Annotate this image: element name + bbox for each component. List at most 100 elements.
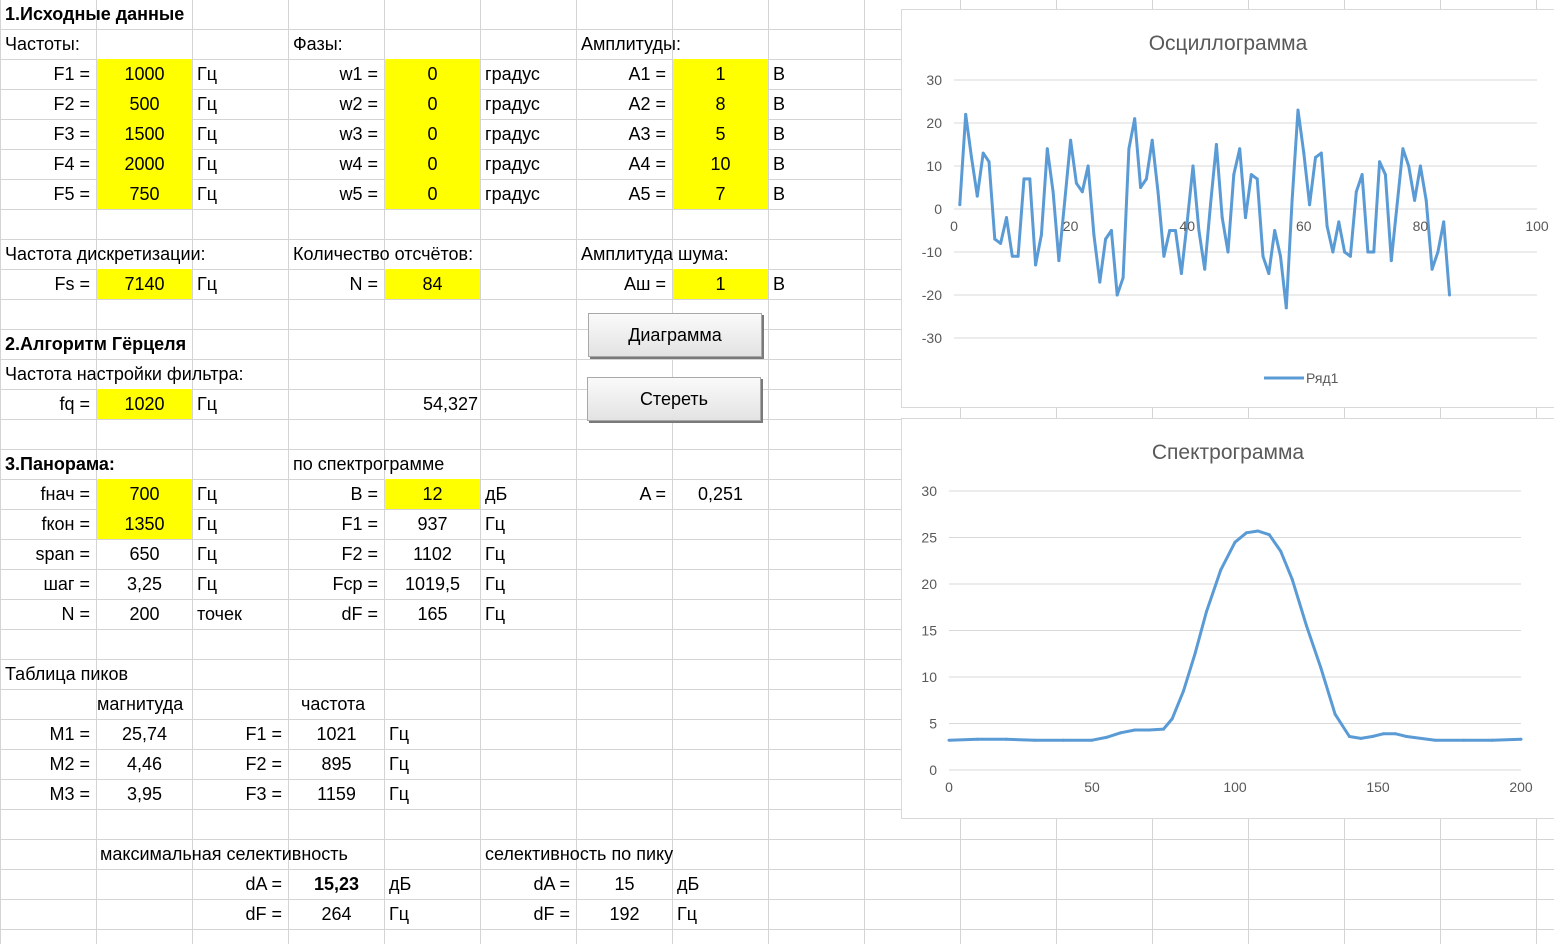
- freq-unit: Гц: [197, 154, 218, 174]
- amplitude-unit: В: [773, 184, 786, 204]
- phase-cell[interactable]: 0: [427, 124, 438, 144]
- peak-da-value: 15: [614, 874, 635, 894]
- data-point: [1033, 738, 1037, 742]
- phase-unit: градус: [485, 94, 540, 114]
- data-point: [1220, 216, 1224, 220]
- legend-label: Ряд1: [1306, 370, 1339, 386]
- fend-unit: Гц: [197, 514, 218, 534]
- data-point: [958, 203, 962, 207]
- data-point: [1366, 250, 1370, 254]
- fq-unit: Гц: [197, 394, 218, 414]
- data-point: [1090, 738, 1094, 742]
- fstart-unit: Гц: [197, 484, 218, 504]
- freq-unit: Гц: [197, 184, 218, 204]
- data-point: [1191, 164, 1195, 168]
- freq-cell[interactable]: 750: [129, 184, 160, 204]
- erase-button[interactable]: Стереть: [587, 377, 761, 421]
- y-tick-label: 10: [926, 158, 942, 174]
- oscillogram-chart[interactable]: Осциллограмма -30 -20 -10 0 10 20 30 0 20 40 60 80 10…: [901, 9, 1554, 408]
- amplitude-cell[interactable]: 10: [710, 154, 731, 174]
- data-point: [1290, 577, 1294, 581]
- data-point: [1424, 198, 1428, 202]
- data-point: [1144, 177, 1148, 181]
- phase-cell[interactable]: 0: [427, 184, 438, 204]
- fstart-cell[interactable]: 700: [129, 484, 160, 504]
- amplitude-unit: В: [773, 154, 786, 174]
- fstart-label: fнач =: [40, 484, 90, 504]
- x-tick-label: 200: [1509, 779, 1533, 795]
- data-point: [1333, 712, 1337, 716]
- noise-cell[interactable]: 1: [715, 274, 726, 294]
- y-tick-label: -20: [922, 287, 942, 303]
- oscillogram-svg: Осциллограмма -30 -20 -10 0 10 20 30 0 20 40 60 80 10…: [922, 32, 1549, 386]
- step-unit: Гц: [197, 574, 218, 594]
- freq-cell[interactable]: 1000: [124, 64, 165, 84]
- span-unit: Гц: [197, 544, 218, 564]
- freq-cell[interactable]: 500: [129, 94, 160, 114]
- data-point: [1061, 738, 1065, 742]
- phase-cell[interactable]: 0: [427, 94, 438, 114]
- data-point: [1372, 250, 1376, 254]
- f2-unit: Гц: [485, 544, 506, 564]
- fq-label: fq =: [59, 394, 90, 414]
- data-point: [1179, 272, 1183, 275]
- data-point: [1219, 568, 1223, 572]
- phase-cell[interactable]: 0: [427, 154, 438, 174]
- data-point: [1308, 203, 1312, 207]
- n-cell[interactable]: 84: [422, 274, 443, 294]
- freq-cell[interactable]: 1500: [124, 124, 165, 144]
- fq-cell[interactable]: 1020: [124, 394, 165, 414]
- amplitude-label: A4 =: [628, 154, 666, 174]
- phase-label: w2 =: [339, 94, 378, 114]
- y-tick-label: 10: [921, 669, 937, 685]
- x-tick-label: 0: [945, 779, 953, 795]
- data-point: [1232, 173, 1236, 177]
- x-tick-label: 100: [1525, 218, 1549, 234]
- fq-input-fill: [97, 389, 192, 419]
- fend-cell[interactable]: 1350: [124, 514, 165, 534]
- a-label: A =: [639, 484, 666, 504]
- step-label: шаг =: [43, 574, 90, 594]
- data-point: [1433, 738, 1437, 742]
- amplitude-cell[interactable]: 7: [715, 184, 726, 204]
- peak-magnitude-value: 25,74: [121, 724, 168, 744]
- data-point: [1069, 138, 1073, 142]
- data-point: [1305, 624, 1308, 628]
- x-tick-label: 100: [1223, 779, 1247, 795]
- data-point: [1028, 177, 1032, 181]
- amplitude-label: A2 =: [628, 94, 666, 114]
- data-point: [1204, 610, 1208, 614]
- y-tick-label: 20: [926, 115, 942, 131]
- peak-df-value: 192: [609, 904, 640, 924]
- amplitude-cell[interactable]: 5: [715, 124, 726, 144]
- fs-cell[interactable]: 7140: [124, 274, 165, 294]
- y-tick-label: 30: [926, 72, 942, 88]
- data-point: [1133, 728, 1137, 732]
- amplitude-cell[interactable]: 1: [715, 64, 726, 84]
- data-point: [1005, 216, 1008, 220]
- data-point: [1255, 177, 1259, 181]
- peak-df-unit: Гц: [677, 904, 698, 924]
- data-point: [1004, 737, 1008, 741]
- data-point: [1174, 229, 1177, 232]
- peak-magnitude-label: M1 =: [49, 724, 90, 744]
- section1-title: 1.Исходные данные: [5, 4, 185, 24]
- x-tick-label: 60: [1296, 218, 1312, 234]
- data-point: [975, 194, 979, 198]
- a-value: 0,251: [697, 484, 744, 504]
- data-point: [1156, 190, 1160, 194]
- phase-label: w4 =: [339, 154, 378, 174]
- b-cell[interactable]: 12: [422, 484, 443, 504]
- data-point: [1034, 263, 1038, 267]
- phase-cell[interactable]: 0: [427, 64, 438, 84]
- amplitude-cell[interactable]: 8: [715, 94, 726, 114]
- spectrogram-chart[interactable]: Спектрограмма 0 5 10 15 20 25 30 0 50 100 150 200: [901, 418, 1554, 819]
- diagram-button[interactable]: Диаграмма: [588, 313, 762, 357]
- amplitude-label: A3 =: [628, 124, 666, 144]
- freq-cell[interactable]: 2000: [124, 154, 165, 174]
- data-point: [1074, 181, 1078, 185]
- data-point: [1418, 164, 1422, 168]
- y-tick-label: 30: [921, 483, 937, 499]
- y-tick-label: -10: [922, 244, 942, 260]
- data-point: [1168, 229, 1172, 232]
